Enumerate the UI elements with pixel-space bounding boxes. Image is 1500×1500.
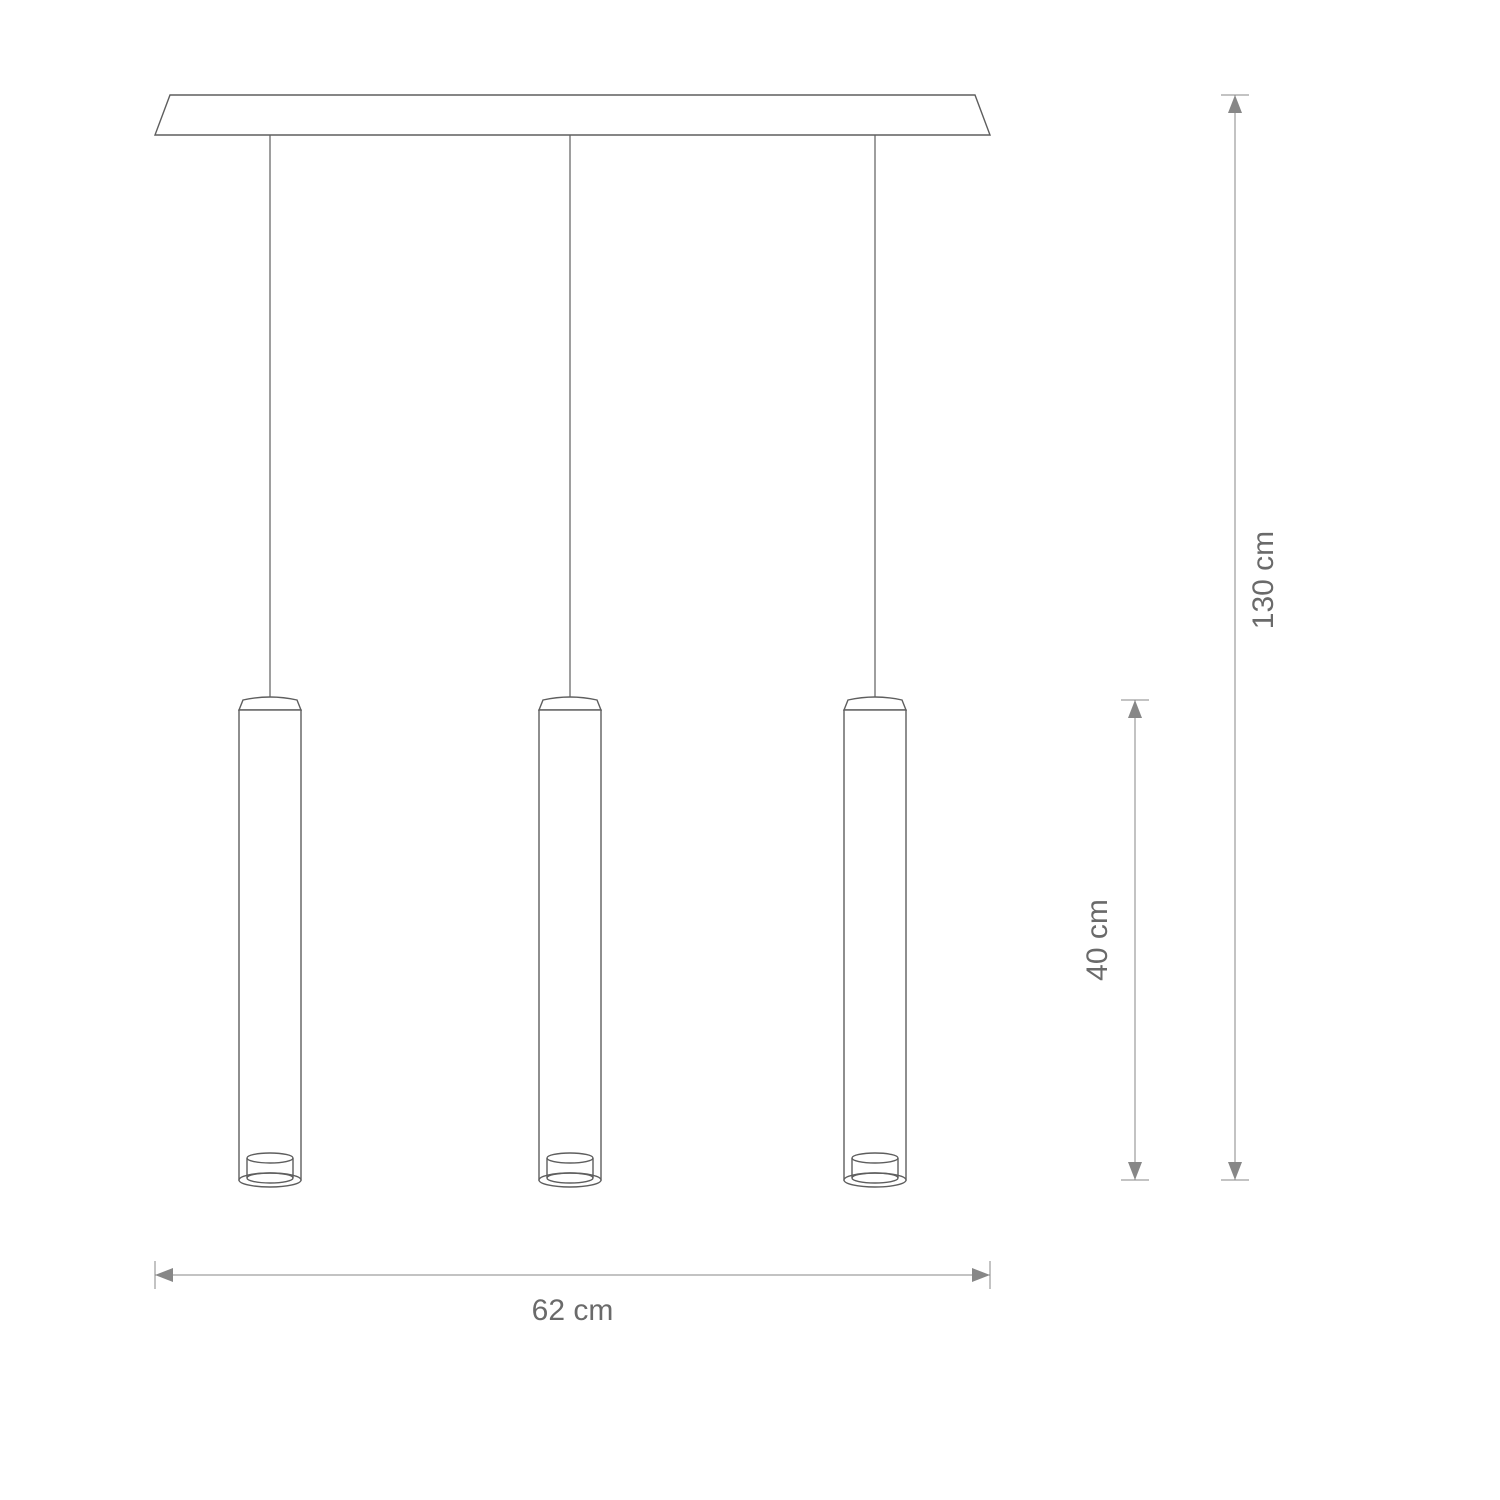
pendant-lamp-technical-drawing: 62 cm 40 cm 130 cm — [0, 0, 1500, 1500]
tube-cap — [239, 697, 301, 710]
pendant-3 — [844, 135, 906, 1187]
dimension-width-label: 62 cm — [532, 1294, 614, 1327]
pendant-group — [239, 135, 906, 1187]
tube-body — [539, 710, 601, 1180]
dimension-total-height: 130 cm — [1221, 95, 1280, 1180]
tube-body — [844, 710, 906, 1180]
dimension-tube-height-label: 40 cm — [1081, 899, 1114, 981]
pendant-1 — [239, 135, 301, 1187]
dimension-total-height-label: 130 cm — [1247, 531, 1280, 629]
tube-body — [239, 710, 301, 1180]
dimension-tube-height: 40 cm — [1081, 700, 1149, 1180]
pendant-2 — [539, 135, 601, 1187]
tube-cap — [844, 697, 906, 710]
dimension-width: 62 cm — [155, 1261, 990, 1327]
ceiling-mount-plate — [155, 95, 990, 135]
tube-cap — [539, 697, 601, 710]
